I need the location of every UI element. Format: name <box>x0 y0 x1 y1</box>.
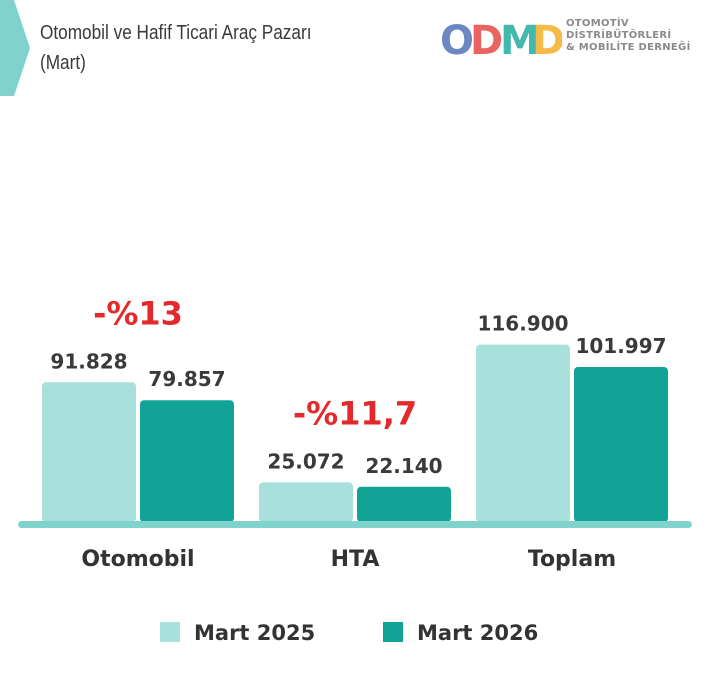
accent-tab <box>0 0 30 96</box>
logo-text-line3: & MOBİLİTE DERNEĞİ <box>566 42 691 53</box>
bar-toplam-2025 <box>476 344 570 522</box>
bar-otomobil-2026 <box>140 400 234 522</box>
category-label-toplam: Toplam <box>528 547 616 572</box>
logo-text-line2: DİSTRİBÜTÖRLERİ <box>566 30 672 41</box>
odmd-logo-text: OTOMOTİV DİSTRİBÜTÖRLERİ & MOBİLİTE DERN… <box>566 18 691 54</box>
title-block: Otomobil ve Hafif Ticari Araç Pazarı (Ma… <box>40 18 311 78</box>
bar-hta-2025 <box>259 482 353 522</box>
data-label-hta-2025: 25.072 <box>267 449 344 473</box>
data-label-toplam-2025: 116.900 <box>477 312 568 336</box>
legend-swatch-2026 <box>383 622 403 642</box>
bar-otomobil-2025 <box>42 382 136 522</box>
chart-baseline <box>18 521 692 528</box>
data-label-otomobil-2026: 79.857 <box>148 367 225 391</box>
page-subtitle: (Mart) <box>40 52 86 74</box>
chart-legend: Mart 2025 Mart 2026 <box>160 621 538 645</box>
legend-label-2026: Mart 2026 <box>417 621 538 645</box>
logo-letter-o-0: O <box>440 18 474 60</box>
legend-swatch-2025 <box>160 622 180 642</box>
logo-text-line1: OTOMOTİV <box>566 18 629 29</box>
data-label-hta-2026: 22.140 <box>365 454 442 478</box>
accent-tab-shape <box>0 0 30 96</box>
category-label-otomobil: Otomobil <box>81 547 194 572</box>
logo-letter-d-3: D <box>532 18 562 60</box>
legend-label-2025: Mart 2025 <box>194 621 315 645</box>
change-label-otomobil: -%13 <box>93 300 183 332</box>
change-label-hta: -%11,7 <box>293 394 417 432</box>
logo-letter-d-1: D <box>470 18 503 60</box>
logo-letter-m-2: M <box>500 18 540 60</box>
page-title: Otomobil ve Hafif Ticari Araç Pazarı <box>40 22 312 44</box>
data-label-otomobil-2025: 91.828 <box>50 349 127 373</box>
category-label-hta: HTA <box>331 547 380 572</box>
bar-chart: 91.828 79.857 -%13 Otomobil 25.072 22.140 -%11… <box>18 300 692 572</box>
bar-toplam-2026 <box>574 367 668 522</box>
data-label-toplam-2026: 101.997 <box>575 334 666 358</box>
bar-hta-2026 <box>357 486 451 522</box>
